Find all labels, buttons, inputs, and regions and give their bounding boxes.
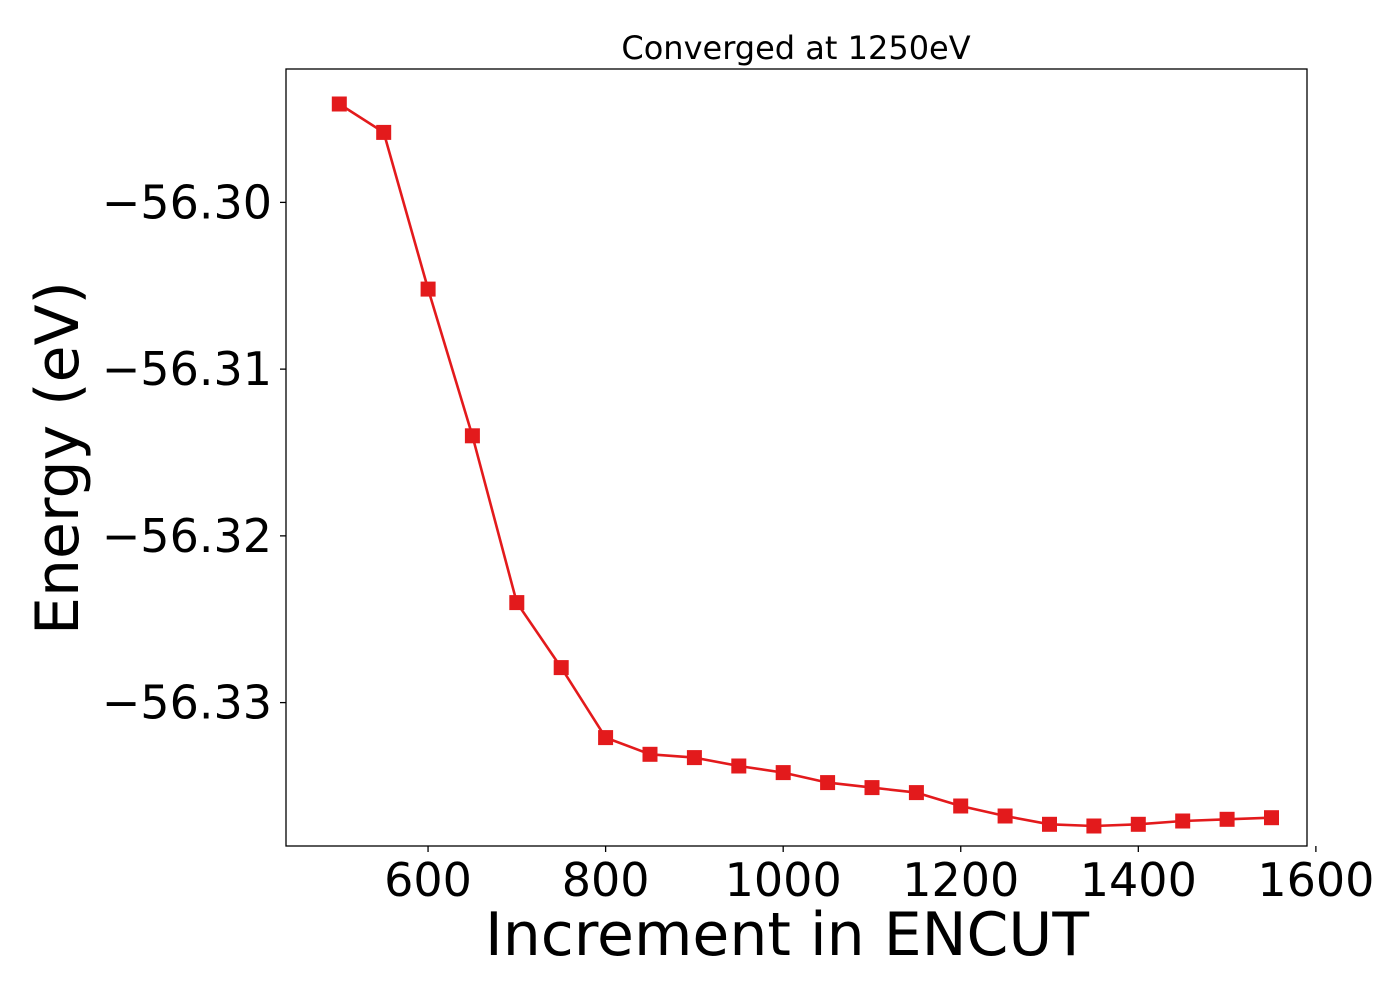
x-tick-label: 1200	[902, 853, 1019, 907]
data-point	[642, 746, 658, 762]
data-point	[509, 595, 525, 611]
data-point	[598, 730, 614, 746]
data-point	[376, 124, 392, 140]
data-point	[1130, 816, 1146, 832]
data-point	[953, 798, 969, 814]
y-tick-label: −56.33	[102, 676, 272, 730]
series-line	[338, 102, 1272, 828]
data-point	[775, 765, 791, 781]
data-point	[908, 785, 924, 801]
x-tick-label: 1600	[1257, 853, 1374, 907]
data-point	[331, 96, 347, 112]
y-tick-label: −56.32	[102, 509, 272, 563]
data-point	[731, 758, 747, 774]
data-point	[864, 780, 880, 796]
chart-title: Converged at 1250eV	[621, 29, 970, 67]
y-axis: −56.30 −56.31 −56.32 −56.33	[102, 175, 286, 730]
x-tick-label: 600	[384, 853, 472, 907]
x-tick-label: 800	[562, 853, 650, 907]
x-tick-label: 1400	[1080, 853, 1197, 907]
x-tick-label: 1000	[725, 853, 842, 907]
data-point	[464, 428, 480, 444]
y-axis-label: Energy (eV)	[23, 281, 93, 635]
data-point	[420, 281, 436, 297]
x-axis-label: Increment in ENCUT	[485, 900, 1089, 970]
y-tick-label: −56.30	[102, 175, 272, 229]
data-point	[820, 775, 836, 791]
data-point	[1086, 818, 1102, 834]
data-point	[686, 750, 702, 766]
plot-area	[331, 96, 1279, 834]
data-point	[1175, 813, 1191, 829]
data-point	[1219, 811, 1235, 827]
data-point	[553, 660, 569, 676]
axes-frame	[285, 68, 1308, 847]
data-point	[997, 808, 1013, 824]
data-point	[1042, 816, 1057, 832]
y-tick-label: −56.31	[102, 342, 272, 396]
x-axis: 600 800 1000 1200 1400 1600	[384, 846, 1374, 907]
data-point	[1264, 810, 1279, 826]
